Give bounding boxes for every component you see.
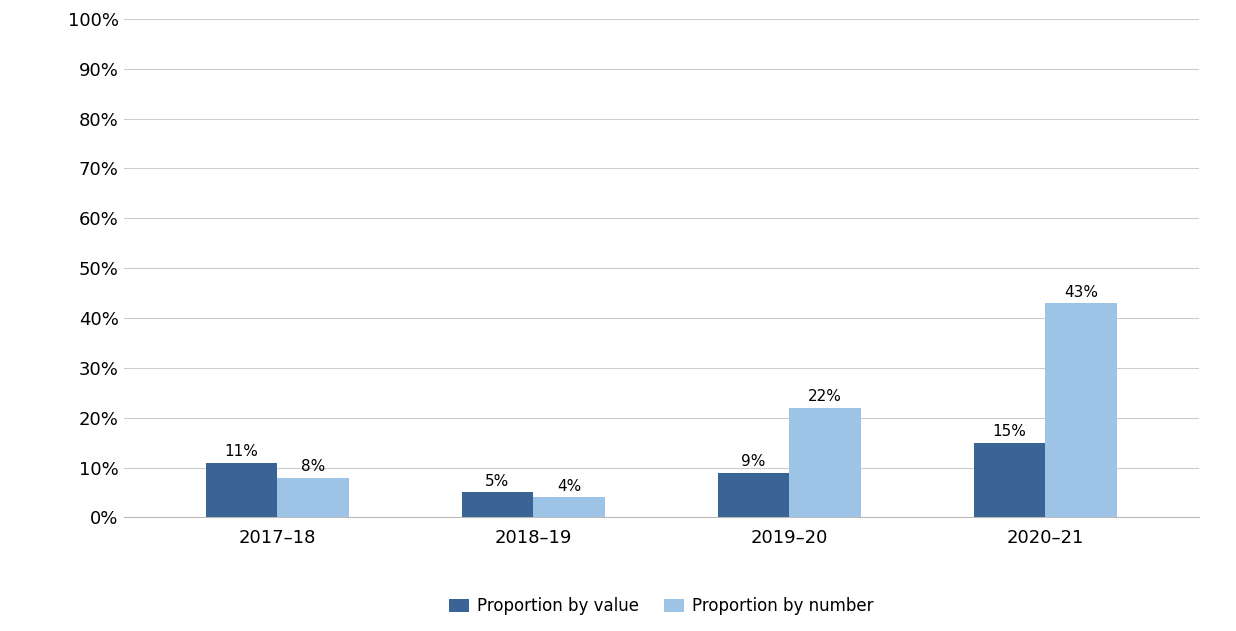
Text: 11%: 11% [225, 444, 258, 459]
Text: 43%: 43% [1064, 285, 1098, 300]
Bar [718, 473, 790, 517]
Bar [974, 443, 1046, 517]
Text: 4%: 4% [557, 479, 581, 494]
Text: 15%: 15% [993, 424, 1026, 439]
Text: 9%: 9% [742, 454, 765, 469]
Bar [461, 493, 533, 517]
Text: 5%: 5% [486, 474, 509, 489]
Text: 8%: 8% [300, 459, 325, 474]
Bar [790, 408, 861, 517]
Bar [1046, 303, 1117, 517]
Bar [205, 463, 277, 517]
Bar [533, 497, 604, 517]
Text: 22%: 22% [808, 389, 842, 404]
Bar [277, 478, 349, 517]
Legend: Proportion by value, Proportion by number: Proportion by value, Proportion by numbe… [442, 591, 880, 622]
